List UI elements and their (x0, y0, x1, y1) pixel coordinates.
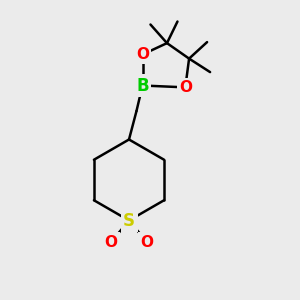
Text: O: O (136, 47, 149, 62)
Text: O: O (179, 80, 192, 95)
Text: O: O (104, 235, 118, 250)
Text: S: S (123, 212, 135, 230)
Text: B: B (136, 76, 149, 94)
Text: O: O (140, 235, 154, 250)
